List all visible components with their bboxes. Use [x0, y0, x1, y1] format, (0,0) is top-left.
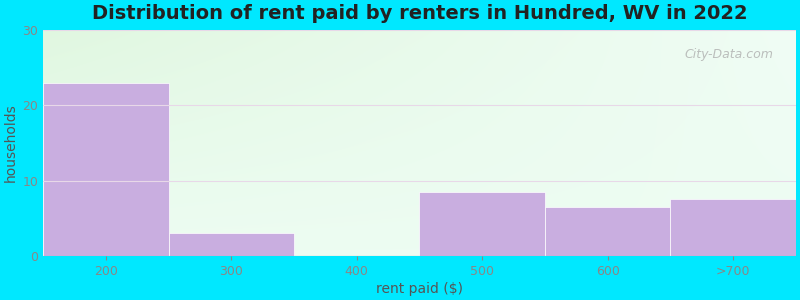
X-axis label: rent paid ($): rent paid ($)	[376, 282, 463, 296]
Text: City-Data.com: City-Data.com	[684, 48, 774, 61]
Bar	[670, 199, 796, 256]
Bar	[419, 192, 545, 256]
Title: Distribution of rent paid by renters in Hundred, WV in 2022: Distribution of rent paid by renters in …	[92, 4, 747, 23]
Bar	[43, 83, 169, 256]
Bar	[169, 233, 294, 256]
Bar	[545, 207, 670, 256]
Y-axis label: households: households	[4, 103, 18, 182]
